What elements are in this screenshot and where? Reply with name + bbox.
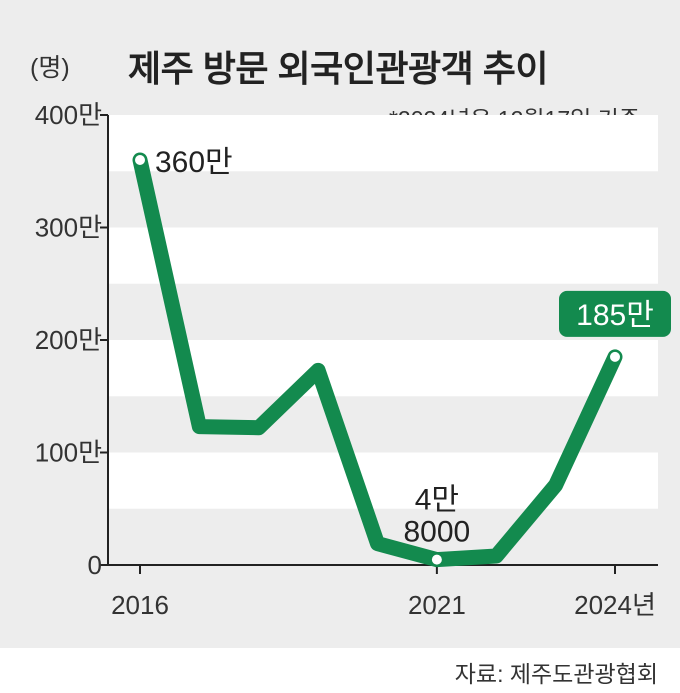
y-tick-label: 100만 — [35, 438, 102, 468]
highlight-label-box — [559, 290, 671, 337]
source-credit: 자료: 제주도관광협회 — [454, 661, 658, 687]
data-point — [608, 349, 622, 364]
data-label: 4만 — [415, 484, 459, 517]
chart-title: 제주 방문 외국인관광객 추이 — [128, 48, 548, 89]
data-label: 8000 — [404, 516, 471, 549]
x-tick-label: 2016 — [111, 590, 169, 620]
data-label: 185만 — [576, 299, 654, 332]
data-point — [133, 153, 147, 167]
grid-band — [108, 227, 658, 284]
series-line — [132, 152, 623, 568]
data-point — [429, 552, 444, 567]
y-tick-label: 200만 — [35, 325, 102, 355]
y-tick-label: 300만 — [35, 213, 102, 243]
x-tick-label: 2024년 — [574, 590, 656, 620]
grid-band — [108, 452, 658, 509]
data-label: 360만 — [155, 146, 233, 179]
y-tick-label: 0 — [88, 550, 102, 580]
unit-label: (명) — [30, 54, 70, 82]
x-tick-label: 2021 — [408, 590, 466, 620]
y-tick-label: 400만 — [35, 100, 102, 130]
grid-band — [108, 340, 658, 397]
line-chart: 0 100만 200만 300만 400만 2016 2021 2024년 360만 4만8000… — [35, 100, 671, 620]
grid-band — [108, 115, 658, 172]
